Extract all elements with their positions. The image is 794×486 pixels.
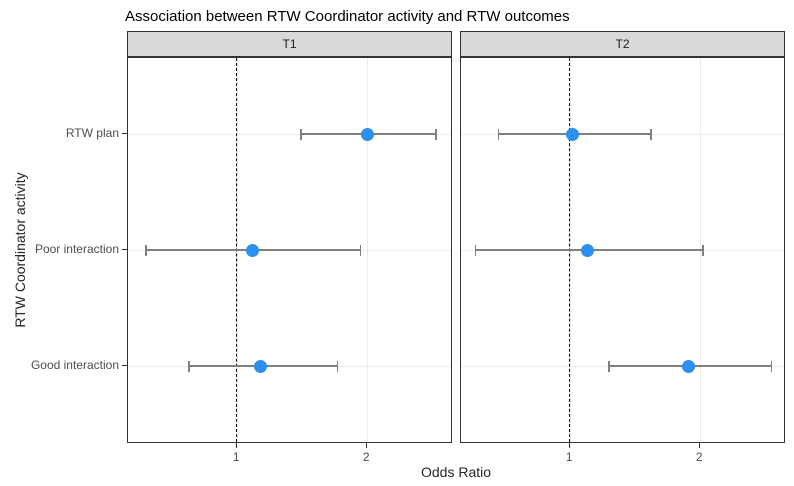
y-tick-label: RTW plan <box>65 126 119 140</box>
error-bar-cap <box>497 128 500 140</box>
chart-title: Association between RTW Coordinator acti… <box>125 8 570 25</box>
x-tick-label: 2 <box>695 450 703 464</box>
error-bar-cap <box>145 244 147 256</box>
y-tick-label: Good interaction <box>30 358 119 372</box>
x-axis-tick <box>568 443 570 448</box>
x-axis-tick <box>365 443 367 448</box>
x-tick-label: 1 <box>565 450 573 464</box>
data-point <box>566 127 580 141</box>
y-axis-tick <box>122 132 127 134</box>
y-tick-label: Poor interaction <box>34 242 119 256</box>
error-bar-cap <box>435 128 437 140</box>
error-bar-cap <box>300 128 302 140</box>
data-point <box>360 127 374 141</box>
facet-strip-label: T1 <box>282 37 297 51</box>
error-bar-cap <box>359 244 362 256</box>
data-point <box>682 359 695 373</box>
x-axis-tick <box>698 443 700 448</box>
data-point <box>254 359 268 373</box>
error-bar-cap <box>608 360 610 372</box>
error-bar-cap <box>336 360 339 372</box>
error-bar-cap <box>188 360 190 372</box>
x-axis-tick <box>235 443 237 448</box>
x-tick-label: 1 <box>232 450 240 464</box>
y-gridline <box>128 133 451 135</box>
facet-panel <box>460 57 785 443</box>
facet-panel <box>127 57 452 443</box>
error-bar-cap <box>770 360 773 372</box>
error-bar-cap <box>702 244 704 256</box>
y-axis-tick <box>122 364 127 366</box>
x-tick-label: 2 <box>362 450 370 464</box>
facet-strip: T2 <box>460 31 785 57</box>
facet-strip: T1 <box>127 31 452 57</box>
data-point <box>246 243 260 257</box>
facet-strip-label: T2 <box>615 37 630 51</box>
error-bar-cap <box>650 128 652 140</box>
x-gridline <box>366 58 368 442</box>
error-bar-cap <box>474 244 477 256</box>
y-axis-tick <box>122 248 127 250</box>
x-axis-title: Odds Ratio <box>420 464 492 480</box>
data-point <box>580 243 594 257</box>
